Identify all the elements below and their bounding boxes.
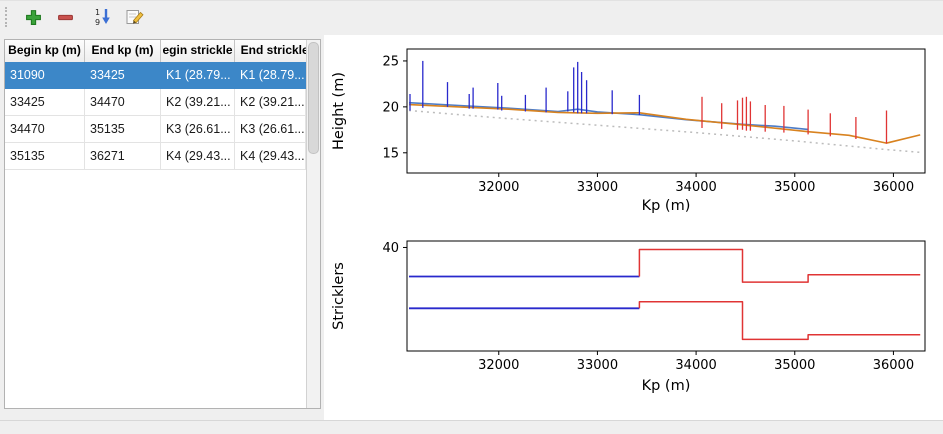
table-cell[interactable]: 33425	[5, 89, 85, 116]
series-strickler-minor-other	[638, 301, 921, 341]
svg-text:9: 9	[95, 18, 100, 27]
y-tick-label: 20	[382, 100, 399, 115]
charts-panel: 32000 33000 34000 35000 36000 15 20 25 Kp (m) Hei…	[324, 35, 943, 420]
table-cell[interactable]: K3 (26.61...	[235, 116, 306, 143]
table-cell[interactable]: 31090	[5, 62, 85, 89]
table-cell[interactable]: K1 (28.79...	[235, 62, 306, 89]
x-tick-label: 33000	[577, 180, 618, 195]
table-cell[interactable]: 33425	[85, 62, 161, 89]
minus-icon	[57, 14, 73, 20]
height-profile-chart: 32000 33000 34000 35000 36000 15 20 25 Kp (m) Hei…	[331, 48, 926, 214]
table-row[interactable]: 31090 33425 K1 (28.79... K1 (28.79...	[5, 62, 306, 89]
edit-icon	[126, 10, 144, 24]
y-axis-label: Height (m)	[331, 72, 347, 150]
table-cell[interactable]: 34470	[85, 89, 161, 116]
plot-background	[407, 241, 925, 351]
y-tick-label: 25	[382, 54, 399, 69]
stricklers-zones-table: Begin kp (m) End kp (m) egin strickle En…	[4, 39, 321, 409]
scrollbar-thumb[interactable]	[308, 42, 319, 154]
x-tick-label: 35000	[774, 358, 815, 373]
x-tick-label: 34000	[675, 358, 716, 373]
column-header-begin-strickler[interactable]: egin strickle	[161, 40, 235, 62]
table-cell[interactable]: K4 (29.43...	[161, 143, 235, 170]
status-bar	[0, 420, 943, 434]
column-header-end-strickler[interactable]: End strickler	[235, 40, 320, 62]
stricklers-chart: 32000 33000 34000 35000 36000 40 Kp (m) Strickl…	[331, 240, 926, 394]
sort-numeric-icon: 1 9	[95, 8, 110, 27]
table-cell[interactable]: K3 (26.61...	[161, 116, 235, 143]
add-row-button[interactable]	[20, 4, 46, 30]
x-tick-label: 32000	[478, 358, 519, 373]
toolbar: 1 9	[0, 1, 943, 33]
x-tick-label: 35000	[774, 180, 815, 195]
sort-rows-button[interactable]: 1 9	[90, 4, 116, 30]
x-axis-label: Kp (m)	[642, 378, 691, 394]
series-bottom-dashed-gray	[408, 109, 921, 154]
edit-zones-button[interactable]	[122, 4, 148, 30]
plot-background	[407, 49, 925, 173]
y-tick-label: 15	[382, 146, 399, 161]
table-row[interactable]: 33425 34470 K2 (39.21... K2 (39.21...	[5, 89, 306, 116]
column-header-end-kp[interactable]: End kp (m)	[85, 40, 161, 62]
table-cell[interactable]: 34470	[5, 116, 85, 143]
table-cell[interactable]: K2 (39.21...	[161, 89, 235, 116]
table-cell[interactable]: K1 (28.79...	[161, 62, 235, 89]
table-header: Begin kp (m) End kp (m) egin strickle En…	[5, 40, 320, 63]
table-cell[interactable]: 36271	[85, 143, 161, 170]
column-header-begin-kp[interactable]: Begin kp (m)	[5, 40, 85, 62]
x-tick-label: 34000	[675, 180, 716, 195]
series-water-level-blue	[408, 101, 809, 131]
table-body: 31090 33425 K1 (28.79... K1 (28.79... 33425 3…	[5, 62, 306, 408]
table-cell[interactable]: 35135	[85, 116, 161, 143]
plus-icon	[25, 9, 41, 25]
x-tick-label: 32000	[478, 180, 519, 195]
x-tick-label: 36000	[873, 180, 914, 195]
x-tick-label: 36000	[873, 358, 914, 373]
table-cell[interactable]: K4 (29.43...	[235, 143, 306, 170]
remove-row-button[interactable]	[52, 4, 78, 30]
x-tick-label: 33000	[577, 358, 618, 373]
table-cell[interactable]: K2 (39.21...	[235, 89, 306, 116]
svg-text:1: 1	[95, 8, 100, 17]
y-axis-label: Stricklers	[331, 262, 347, 330]
x-axis-label: Kp (m)	[642, 198, 691, 214]
table-scrollbar[interactable]	[306, 40, 320, 408]
series-strickler-major-other	[638, 248, 921, 283]
y-tick-label: 40	[382, 241, 399, 256]
toolbar-handle[interactable]	[5, 7, 12, 27]
table-row[interactable]: 35135 36271 K4 (29.43... K4 (29.43...	[5, 143, 306, 170]
plot-frame	[406, 240, 926, 352]
table-row[interactable]: 34470 35135 K3 (26.61... K3 (26.61...	[5, 116, 306, 143]
table-cell[interactable]: 35135	[5, 143, 85, 170]
plot-frame	[406, 48, 926, 174]
